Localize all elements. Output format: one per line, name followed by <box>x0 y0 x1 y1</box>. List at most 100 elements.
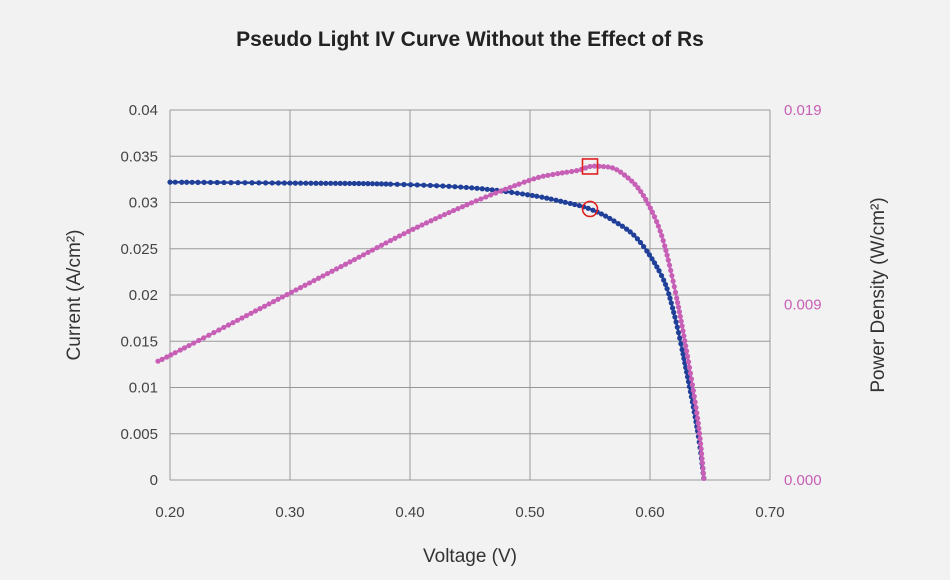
power-density-line-dot <box>545 172 551 178</box>
current-line-dot <box>619 223 626 229</box>
power-density-line-dot <box>315 275 322 281</box>
y-tick-label: 0.04 <box>129 102 158 119</box>
power-density-line-dot <box>159 356 165 362</box>
power-density-line-dot <box>679 323 685 329</box>
current-line-dot <box>408 182 414 188</box>
power-density-line-dot <box>609 165 616 171</box>
power-density-line-dot <box>689 382 695 388</box>
power-density-line-dot <box>181 345 188 351</box>
power-density-line-dot <box>618 169 624 175</box>
power-density-line-dot <box>671 284 677 290</box>
current-line-dot <box>656 268 662 274</box>
current-line-dot <box>369 181 376 187</box>
power-density-line-dot <box>270 299 277 305</box>
power-density-line-dot <box>432 216 439 222</box>
current-line-dot <box>323 180 329 186</box>
power-density-line-dot <box>446 209 452 216</box>
power-density-line-dot <box>701 475 707 482</box>
tick-layer: 0.20 0.30 0.40 0.50 0.60 0.70 0 0.005 0.01 0.015 0… <box>120 102 821 521</box>
power-density-line-dot <box>396 233 403 239</box>
power-density-line-dot <box>230 320 236 326</box>
power-density-line-dot <box>243 313 250 319</box>
y-tick-label: 0.025 <box>120 241 158 258</box>
current-line-dot <box>172 179 178 185</box>
current-line-dot <box>214 179 220 186</box>
power-density-line-dot <box>478 196 484 202</box>
power-density-line-dot <box>293 287 299 293</box>
current-line-dot <box>661 277 667 283</box>
power-density-line-dot <box>692 399 698 405</box>
power-density-line-dot <box>672 289 679 295</box>
current-line-dot <box>401 181 407 188</box>
current-line-dot <box>458 184 464 190</box>
current-line-dot <box>680 351 686 357</box>
current-line-dot <box>534 193 540 199</box>
x-tick-label: 0.30 <box>275 504 304 521</box>
current-line-dot <box>298 180 304 186</box>
power-density-line-dot <box>374 245 380 251</box>
power-density-line-dot <box>625 175 631 181</box>
current-line-dot <box>669 305 676 311</box>
power-density-line-dot <box>663 247 669 254</box>
current-line-dot <box>374 181 380 187</box>
current-line-dot <box>281 180 287 186</box>
current-line-dot <box>683 364 689 371</box>
current-line-dot <box>585 205 591 211</box>
current-line-dot <box>674 324 680 330</box>
power-density-line-dot <box>392 235 398 241</box>
current-line-dot <box>318 180 324 186</box>
current-line-dot <box>347 180 353 187</box>
current-line-dot <box>668 300 674 306</box>
current-line-dot <box>675 329 682 336</box>
power-density-line-dot <box>691 393 697 399</box>
current-line-dot <box>666 291 672 297</box>
power-density-line-dot <box>651 214 658 220</box>
current-line-dot <box>658 272 665 279</box>
current-line-dot <box>394 181 400 187</box>
power-density-line-dot <box>665 257 671 263</box>
power-density-line-dot <box>535 174 542 180</box>
power-density-line-dot <box>669 273 675 279</box>
power-density-line-dot <box>614 167 620 173</box>
power-density-line-dot <box>605 164 611 170</box>
x-tick-label: 0.50 <box>515 504 544 521</box>
y-tick-label: 0.015 <box>120 333 158 350</box>
power-density-line-dot <box>423 220 430 226</box>
power-density-line-dot <box>211 329 217 336</box>
current-line-dot <box>667 295 673 301</box>
current-line-dot <box>679 347 685 353</box>
power-density-line-dot <box>696 425 702 431</box>
power-density-line-dot <box>629 178 635 184</box>
power-density-line-dot <box>450 207 457 214</box>
y-tick-label: 0 <box>150 472 158 489</box>
power-density-line-dot <box>693 404 699 411</box>
current-line-dot <box>641 243 647 250</box>
power-density-line-dot <box>459 204 466 210</box>
y-tick-label: 0.005 <box>120 426 158 443</box>
current-line-dot <box>603 213 609 219</box>
power-density-line-dot <box>559 170 565 176</box>
power-density-line-dot <box>284 292 290 298</box>
y-tick-label: 0.035 <box>120 148 158 165</box>
power-density-line-dot <box>587 163 593 170</box>
power-density-line-dot <box>699 455 705 462</box>
power-density-line-dot <box>360 252 367 258</box>
power-density-line-dot <box>698 451 705 457</box>
power-density-line-dot <box>697 436 703 442</box>
power-density-line-dot <box>696 430 703 437</box>
power-density-line-dot <box>678 318 684 324</box>
current-line-dot <box>673 319 679 325</box>
power-density-line-dot <box>685 359 692 365</box>
power-density-line-dot <box>698 441 704 447</box>
chart-title: Pseudo Light IV Curve Without the Effect… <box>236 28 704 51</box>
power-density-line-dot <box>695 420 701 426</box>
power-density-line-dot <box>526 177 532 184</box>
power-density-line <box>157 164 706 481</box>
power-density-line-dot <box>401 231 407 237</box>
y2-tick-label: 0.000 <box>784 472 822 489</box>
current-line-dot <box>287 180 293 186</box>
x-axis-label: Voltage (V) <box>423 546 517 567</box>
power-density-line-dot <box>410 226 416 232</box>
current-line-dot <box>607 215 613 222</box>
power-density-line-dot <box>635 185 641 191</box>
